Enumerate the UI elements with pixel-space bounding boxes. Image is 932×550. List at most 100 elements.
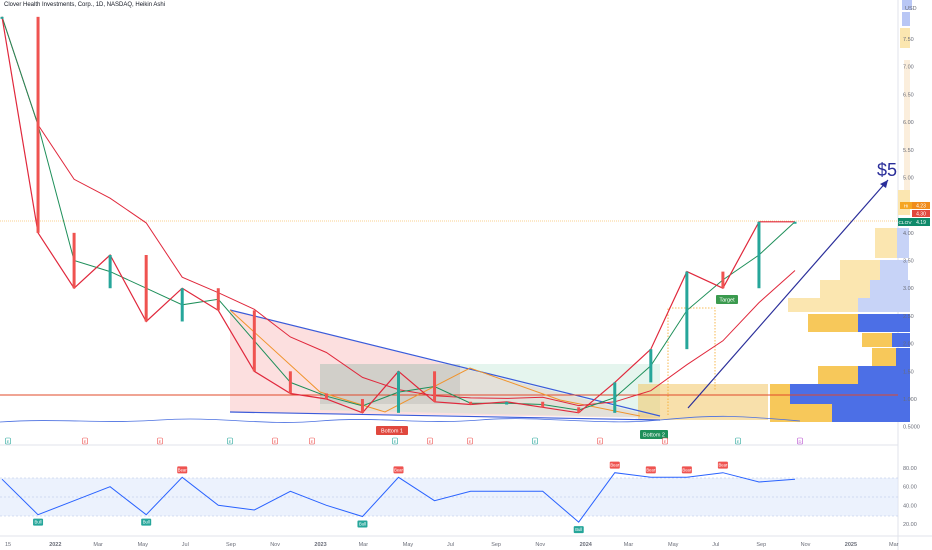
price-tick-label: 0.5000	[903, 425, 920, 431]
event-marker-e[interactable]	[82, 437, 88, 445]
rsi-markers: Bull Bull Bear Bull Bear Bull Bear Bear Bear Bear	[33, 461, 728, 534]
badge-bar-value: 4.23	[916, 204, 926, 210]
event-marker-e-text: E	[394, 439, 397, 444]
pattern-zigzag	[229, 309, 641, 417]
badge-bar-prefix: Hi	[904, 204, 908, 209]
event-marker-e[interactable]	[392, 437, 398, 445]
rsi-bull-text: Bull	[143, 520, 150, 525]
vp-bar	[862, 333, 892, 347]
rsi-tick-label: 60.00	[903, 485, 917, 491]
event-marker-e[interactable]	[662, 437, 668, 445]
event-marker-e[interactable]	[735, 437, 741, 445]
vp-bar	[896, 348, 910, 366]
candle	[144, 255, 148, 322]
price-axis-ticks: 7.507.006.506.005.505.004.504.003.503.00…	[903, 37, 920, 431]
vp-bar	[880, 260, 908, 280]
price-tick-label: 1.000	[903, 397, 917, 403]
vp-bar	[858, 366, 910, 384]
candle	[685, 271, 689, 350]
candle	[757, 221, 761, 289]
time-tick-label: Mar	[93, 542, 103, 548]
vp-bar	[790, 384, 910, 404]
time-tick-label: Nov	[535, 542, 545, 548]
rsi-bear-marker	[177, 466, 188, 474]
time-tick-label: Jul	[712, 542, 719, 548]
rsi-line	[1, 472, 796, 523]
event-marker-e[interactable]	[532, 437, 538, 445]
rsi-bear-marker	[681, 466, 692, 474]
time-tick-label: May	[138, 542, 149, 548]
rsi-bull-marker	[141, 518, 152, 526]
price-tick-label: 4.00	[903, 231, 914, 237]
event-marker-e[interactable]	[227, 437, 233, 445]
event-marker-e[interactable]	[467, 437, 473, 445]
event-marker-e-text: E	[737, 439, 740, 444]
chart-title: Clover Health Investments, Corp., 1D, NA…	[4, 2, 166, 8]
event-marker-e-text: E	[159, 439, 162, 444]
event-marker-e[interactable]	[597, 437, 603, 445]
target-label-bg	[716, 295, 738, 304]
event-marker-e[interactable]	[427, 437, 433, 445]
badge-ticker-bg	[898, 218, 912, 226]
time-tick-label: May	[403, 542, 414, 548]
bottom2-label-bg	[640, 430, 668, 439]
vp-bar	[858, 314, 910, 332]
time-tick-label: Nov	[801, 542, 811, 548]
rsi-bear-marker	[609, 461, 620, 469]
time-tick-label: 2022	[49, 542, 61, 548]
event-marker-e-text: E	[534, 439, 537, 444]
badge-bar-bg	[900, 202, 912, 209]
price-tick-label: 5.00	[903, 175, 914, 181]
time-tick-label: May	[668, 542, 679, 548]
time-tick-label: Jul	[182, 542, 189, 548]
candles	[0, 16, 797, 413]
target-projection	[667, 307, 716, 415]
price-badges[interactable]: Hi 4.23 4.30 CLOV 4.19	[898, 202, 930, 226]
event-marker-e-text: E	[429, 439, 432, 444]
rsi-bear-text: Bear	[178, 467, 187, 472]
event-marker-e[interactable]	[272, 437, 278, 445]
time-tick-label: Sep	[226, 542, 236, 548]
currency-label: USD	[905, 6, 917, 12]
target-price-annotation: $5	[877, 160, 897, 180]
price-tick-label: 6.00	[903, 120, 914, 126]
time-tick-label: Jul	[447, 542, 454, 548]
time-tick-label: 15	[5, 542, 11, 548]
vp-bar	[808, 314, 858, 332]
candle	[324, 393, 328, 399]
candle	[505, 401, 509, 405]
candle	[360, 399, 364, 413]
ma-slow-line	[1, 16, 796, 407]
price-tick-label: 3.00	[903, 286, 914, 292]
candle	[108, 255, 112, 289]
rsi-bull-text: Bull	[575, 527, 582, 532]
rsi-tick-label: 40.00	[903, 503, 917, 509]
event-marker-e[interactable]	[157, 437, 163, 445]
candle	[721, 271, 725, 289]
badge-mid-bg	[912, 210, 930, 217]
time-axis-ticks: 15 2022 Mar May Jul Sep Nov 2023 Mar May Jul Sep Nov…	[5, 542, 899, 548]
rsi-bear-text: Bear	[610, 463, 619, 468]
rsi-bear-text: Bear	[394, 467, 403, 472]
vp-bar	[875, 228, 897, 258]
time-tick-label: Nov	[270, 542, 280, 548]
rsi-bull-text: Bull	[35, 520, 42, 525]
candle	[541, 401, 545, 408]
accumulation-zone	[638, 384, 768, 420]
rsi-bear-marker	[645, 466, 656, 474]
candle	[288, 371, 292, 394]
badge-bar-value-bg	[912, 202, 930, 209]
event-marker-e[interactable]	[5, 437, 11, 445]
time-tick-label: Mar	[889, 542, 899, 548]
badge-last-value: 4.19	[916, 220, 926, 226]
range-grey-zone	[320, 364, 460, 404]
event-marker-e-text: E	[599, 439, 602, 444]
event-marker-d[interactable]	[797, 437, 803, 445]
event-marker-e-text: E	[469, 439, 472, 444]
candle	[252, 310, 256, 372]
rsi-bear-marker	[717, 461, 728, 469]
vp-bar	[892, 333, 910, 347]
event-marker-e[interactable]	[309, 437, 315, 445]
rsi-tick-label: 80.00	[903, 466, 917, 472]
